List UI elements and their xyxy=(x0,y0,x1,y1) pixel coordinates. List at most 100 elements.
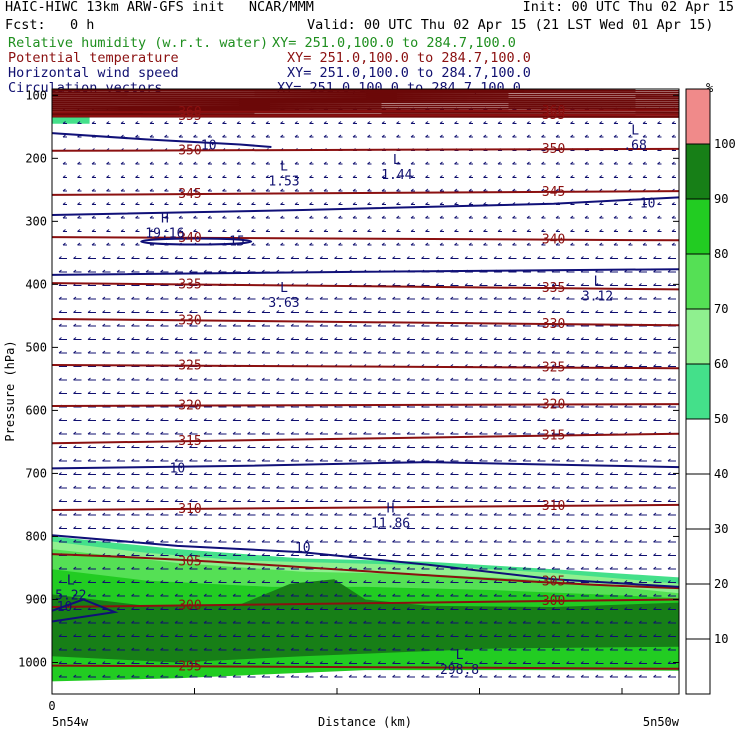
vector-arrow-head xyxy=(305,323,309,327)
vector-arrow-head xyxy=(537,431,541,435)
vector-arrow-head xyxy=(450,296,454,300)
vector-arrow-head xyxy=(580,566,584,570)
vector-arrow-head xyxy=(160,526,164,529)
vector-arrow-head xyxy=(102,350,106,354)
vector-arrow-head xyxy=(450,350,454,354)
theta-label: 310 xyxy=(542,499,565,514)
vector-arrow-head xyxy=(58,296,62,300)
x-right-label: 5n50w xyxy=(643,715,680,729)
vector-arrow-head xyxy=(58,323,62,327)
vector-arrow-head xyxy=(145,553,149,556)
vector-arrow-head xyxy=(497,229,501,232)
vector-arrow-head xyxy=(319,634,323,637)
vector-arrow-head xyxy=(116,350,120,354)
vector-arrow-head xyxy=(305,607,309,610)
vector-arrow-head xyxy=(363,445,367,448)
vector-arrow-head xyxy=(464,580,468,583)
vector-arrow-head xyxy=(189,526,193,529)
vector-arrow-head xyxy=(566,418,570,421)
vector-arrow-head xyxy=(265,134,269,138)
vector-arrow-head xyxy=(580,553,584,556)
vector-arrow-head xyxy=(653,499,657,502)
vector-arrow-head xyxy=(522,350,526,354)
wind-contour xyxy=(52,534,679,588)
vector-arrow-head xyxy=(508,485,512,489)
vector-arrow-head xyxy=(73,269,77,273)
vector-arrow-head xyxy=(377,661,381,664)
vector-arrow-head xyxy=(421,634,425,637)
vector-arrow-head xyxy=(222,134,226,138)
vector-arrow-head xyxy=(392,431,396,435)
vector-arrow-head xyxy=(392,323,396,327)
vector-arrow-head xyxy=(377,593,381,597)
vector-arrow-head xyxy=(483,229,487,232)
vector-arrow-head xyxy=(116,620,120,624)
vector-arrow-head xyxy=(319,337,323,340)
vector-arrow-head xyxy=(522,634,526,637)
vector-arrow-head xyxy=(131,620,135,624)
vector-arrow-head xyxy=(392,566,396,570)
vector-arrow-head xyxy=(613,175,617,178)
vector-arrow-head xyxy=(73,620,77,624)
vector-arrow-head xyxy=(595,364,599,367)
vector-arrow-head xyxy=(541,134,545,138)
vector-arrow-head xyxy=(348,391,352,394)
vector-arrow-head xyxy=(377,674,381,678)
vector-arrow-head xyxy=(566,526,570,529)
vector-arrow-head xyxy=(116,634,120,637)
theta-contour-350 xyxy=(52,147,679,152)
vector-arrow-head xyxy=(566,296,570,300)
vector-arrow-head xyxy=(73,647,77,651)
theta-contour-340 xyxy=(52,236,679,242)
vector-arrow-head xyxy=(73,350,77,354)
vector-arrow-head xyxy=(464,620,468,624)
colorbar-tick-label: 40 xyxy=(714,467,728,481)
vector-arrow-head xyxy=(497,188,501,192)
vector-arrow-head xyxy=(377,566,381,570)
theta-contour-315 xyxy=(52,432,679,445)
vector-arrow-head xyxy=(464,512,468,516)
vector-arrow-head xyxy=(363,580,367,583)
vector-arrow-head xyxy=(102,269,106,273)
vector-arrow-head xyxy=(363,418,367,421)
vector-arrow-head xyxy=(218,661,222,664)
vector-arrow-head xyxy=(555,175,559,178)
vector-arrow-head xyxy=(580,310,584,313)
vector-arrow-head xyxy=(541,161,545,165)
vector-arrow-head xyxy=(537,256,541,259)
vector-arrow-head xyxy=(479,580,483,583)
vector-arrow-head xyxy=(392,661,396,664)
vector-arrow-head xyxy=(580,526,584,529)
vector-arrow-head xyxy=(261,526,265,529)
vector-arrow-head xyxy=(435,553,439,556)
vector-arrow-head xyxy=(319,593,323,597)
vector-arrow-head xyxy=(580,647,584,651)
vector-arrow-head xyxy=(421,620,425,624)
vector-arrow-head xyxy=(410,215,414,219)
vector-arrow-head xyxy=(377,620,381,624)
vector-arrow-head xyxy=(580,472,584,475)
theta-label: 360 xyxy=(542,104,565,119)
vector-arrow-head xyxy=(120,175,124,178)
vector-arrow-head xyxy=(363,323,367,327)
vector-arrow-head xyxy=(363,391,367,394)
vector-arrow-head xyxy=(276,566,280,570)
vector-arrow-head xyxy=(493,458,497,462)
vector-arrow-head xyxy=(160,661,164,664)
vector-arrow-head xyxy=(334,350,338,354)
vector-arrow-head xyxy=(421,593,425,597)
vector-arrow-head xyxy=(319,310,323,313)
vector-arrow-head xyxy=(624,391,628,394)
vector-arrow-head xyxy=(102,634,106,637)
vector-arrow-head xyxy=(599,175,603,178)
vector-arrow-head xyxy=(178,121,182,124)
vector-arrow-head xyxy=(91,242,95,246)
vector-arrow-head xyxy=(541,188,545,192)
vector-arrow-head xyxy=(189,256,193,259)
vector-arrow-head xyxy=(160,269,164,273)
vector-arrow-head xyxy=(392,620,396,624)
vector-arrow-head xyxy=(464,418,468,421)
vector-arrow-head xyxy=(377,499,381,502)
vector-arrow-head xyxy=(232,296,236,300)
vector-arrow-head xyxy=(522,391,526,394)
